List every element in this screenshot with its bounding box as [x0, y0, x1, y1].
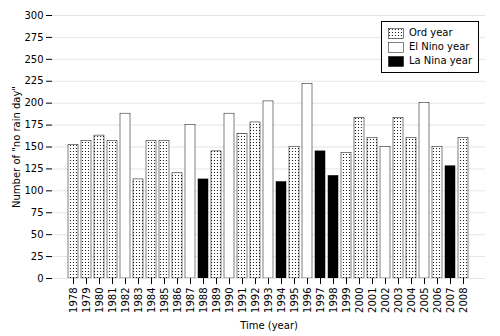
svg-text:1987: 1987	[185, 288, 196, 313]
html-text:El Nino year: El Nino year	[408, 41, 470, 52]
svg-text:1982: 1982	[120, 288, 131, 313]
svg-text:2000: 2000	[354, 288, 365, 313]
svg-text:1984: 1984	[146, 288, 157, 313]
svg-text:1979: 1979	[81, 288, 92, 313]
svg-text:1986: 1986	[172, 288, 183, 313]
svg-text:1996: 1996	[302, 288, 313, 313]
svg-text:275: 275	[24, 32, 43, 43]
svg-text:300: 300	[24, 10, 43, 21]
svg-text:1990: 1990	[224, 288, 235, 313]
svg-text:2003: 2003	[393, 288, 404, 313]
svg-text:1995: 1995	[289, 288, 300, 313]
svg-text:75: 75	[31, 207, 44, 218]
svg-text:1978: 1978	[68, 288, 79, 313]
svg-text:125: 125	[24, 163, 43, 174]
svg-text:1985: 1985	[159, 288, 170, 313]
svg-text:1999: 1999	[341, 288, 352, 313]
svg-text:2008: 2008	[458, 288, 469, 313]
svg-text:1980: 1980	[94, 288, 105, 313]
svg-text:2005: 2005	[419, 288, 430, 313]
svg-text:2002: 2002	[380, 288, 391, 313]
svg-text:1981: 1981	[107, 288, 118, 313]
svg-text:1998: 1998	[328, 288, 339, 313]
svg-text:1997: 1997	[315, 288, 326, 313]
svg-text:25: 25	[31, 251, 44, 262]
svg-text:2004: 2004	[406, 288, 417, 313]
svg-text:1991: 1991	[237, 288, 248, 313]
svg-text:2001: 2001	[367, 288, 378, 313]
svg-text:250: 250	[24, 54, 43, 65]
svg-text:1992: 1992	[250, 288, 261, 313]
html-text:La Nina year: La Nina year	[408, 55, 472, 66]
svg-text:1988: 1988	[198, 288, 209, 313]
html-text:Ord year: Ord year	[408, 27, 453, 38]
svg-text:200: 200	[24, 97, 43, 108]
svg-text:1989: 1989	[211, 288, 222, 313]
svg-text:50: 50	[31, 229, 44, 240]
svg-text:Time (year): Time (year)	[239, 320, 298, 331]
svg-text:Number of "no rain day": Number of "no rain day"	[11, 86, 22, 208]
svg-text:225: 225	[24, 75, 43, 86]
svg-text:2006: 2006	[432, 288, 443, 313]
svg-text:150: 150	[24, 141, 43, 152]
svg-text:0: 0	[37, 273, 43, 284]
svg-text:175: 175	[24, 119, 43, 130]
svg-text:1994: 1994	[276, 288, 287, 313]
svg-text:100: 100	[24, 185, 43, 196]
svg-text:2007: 2007	[445, 288, 456, 313]
svg-text:1983: 1983	[133, 288, 144, 313]
svg-text:1993: 1993	[263, 288, 274, 313]
